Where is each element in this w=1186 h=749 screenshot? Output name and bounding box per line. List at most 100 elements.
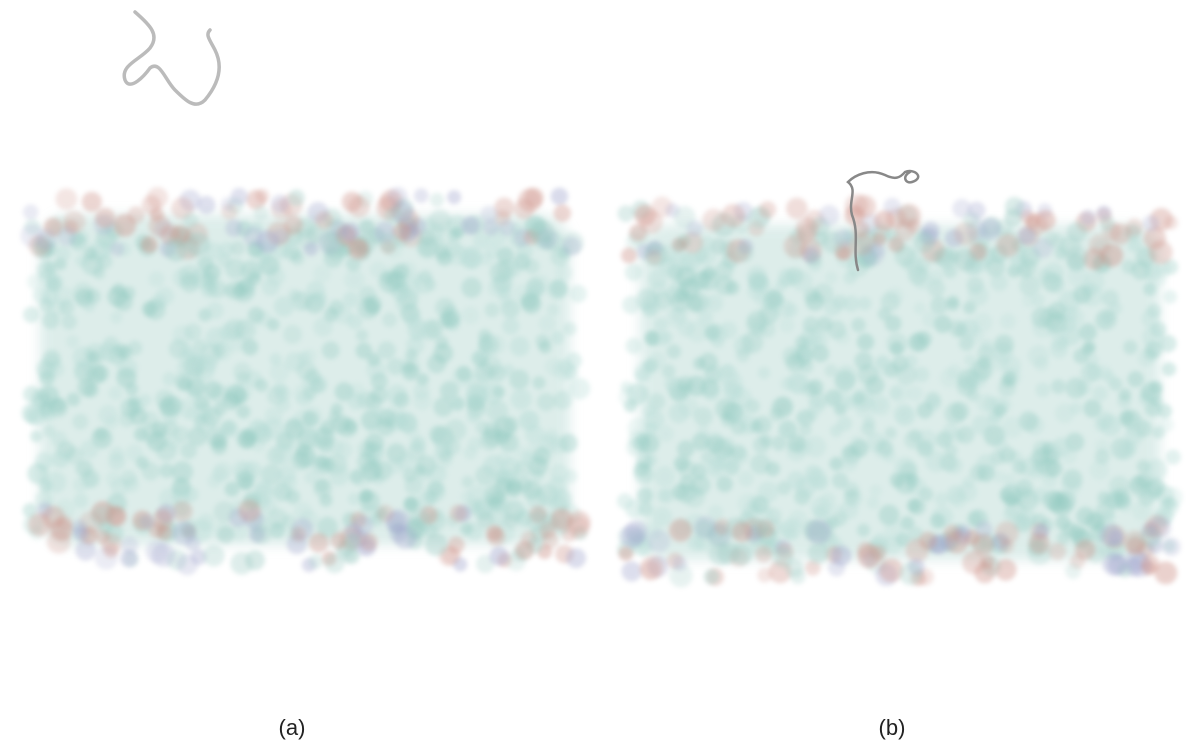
atom [1164,290,1178,304]
atom [1141,310,1159,328]
atom [159,395,181,417]
atom [72,414,88,430]
atom [1158,404,1173,419]
atom [657,425,674,442]
atom [1100,244,1123,267]
atom [643,404,656,417]
atom [720,322,737,339]
atom [837,416,852,431]
atom [947,486,966,505]
atom [103,542,118,557]
atom [641,295,661,315]
atom [238,500,260,522]
atom [95,428,108,441]
atom [899,562,922,585]
atom [483,428,502,447]
atom [1159,335,1176,352]
atom [759,201,776,218]
atom [884,520,905,541]
atom [495,272,514,291]
atom [766,291,782,307]
atom [979,218,1001,240]
atom [467,386,488,407]
atom [914,232,935,253]
atom [427,354,446,373]
atom [211,439,227,455]
atom [1049,543,1066,560]
atom [736,348,750,362]
atom [1159,417,1174,432]
atom [1049,278,1065,294]
atom [1129,477,1149,497]
atom [342,192,362,212]
atom [678,376,694,392]
atom [274,296,294,316]
atom [221,197,235,211]
atom [433,397,453,417]
atom [886,287,904,305]
atom [462,476,474,488]
atom [858,297,872,311]
atom [569,285,587,303]
atom [296,443,310,457]
atom [272,444,294,466]
atom [891,355,908,372]
figure: (a) (b) [0,0,1186,749]
atom [524,259,539,274]
atom [36,359,53,376]
atom [43,425,56,438]
atom [865,376,884,395]
atom [941,536,956,551]
atom [510,336,530,356]
atom [304,242,318,256]
atom [1162,537,1181,556]
atom [358,298,380,320]
atom [1122,260,1136,274]
atom [291,527,306,542]
atom [1138,349,1156,367]
atom [230,241,245,256]
atom [513,461,532,480]
atom [976,454,996,474]
atom [994,335,1014,355]
atom [217,526,234,543]
atom [1123,340,1137,354]
atom [1083,272,1104,293]
atom [147,187,168,208]
atom [820,492,836,508]
atom [972,415,992,435]
atom [917,402,933,418]
atom [812,345,830,363]
atom [116,368,136,388]
atom [140,514,155,529]
atom [807,252,821,266]
atom [480,252,493,265]
atom [343,292,359,308]
atom [562,232,584,254]
atom [378,341,396,359]
page: {"panels": [{"label": "(a)"}, {"label": … [0,0,1186,749]
atom [687,221,703,237]
atom [184,323,201,340]
atom [203,545,225,567]
atom [803,382,818,397]
atom [786,353,805,372]
atom [66,335,79,348]
atom [916,429,937,450]
atom [1163,498,1175,510]
atom [42,312,60,330]
atom [72,520,86,534]
atom [233,362,251,380]
atom [165,239,188,262]
atom [1079,323,1097,341]
atom [289,248,302,261]
atom [654,466,675,487]
atom [1096,208,1112,224]
atom [467,485,489,507]
atom [735,244,753,262]
atom [893,403,913,423]
atom [82,192,102,212]
atom [869,484,882,497]
atom [936,249,951,264]
atom [564,469,578,483]
